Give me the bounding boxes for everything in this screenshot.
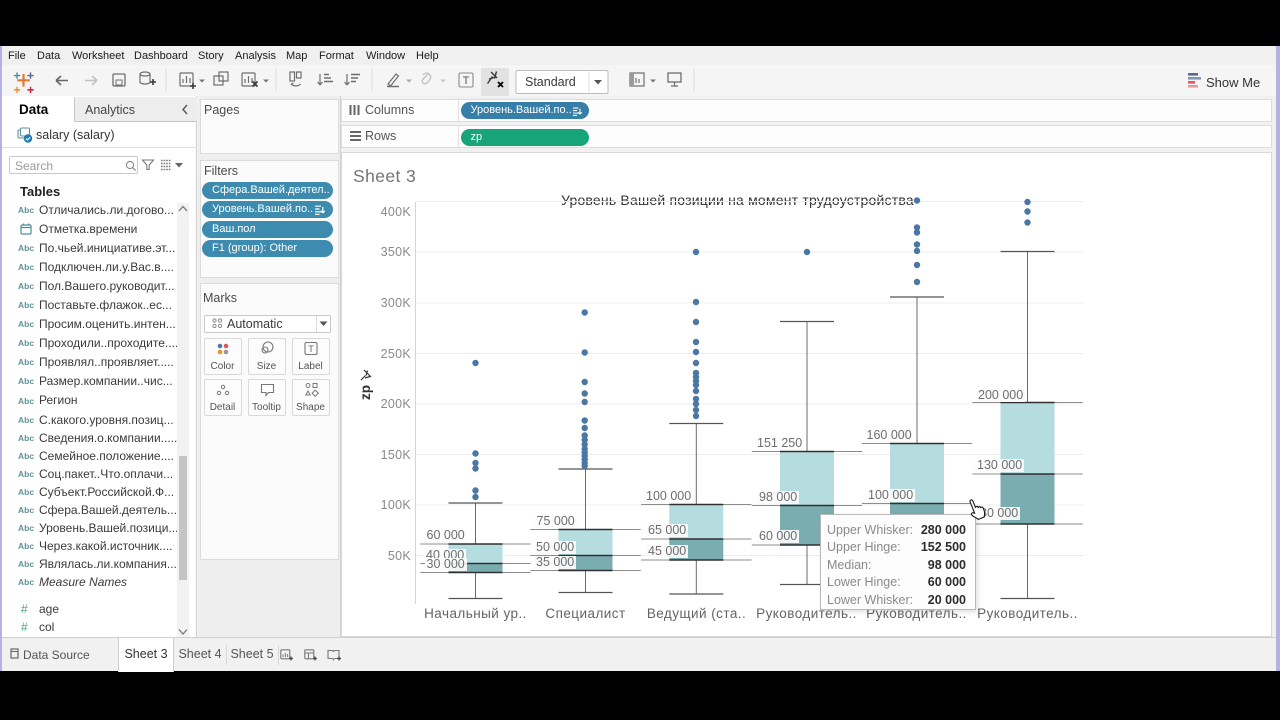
svg-text:Show Me: Show Me — [1206, 75, 1260, 90]
svg-text:T: T — [463, 75, 470, 87]
svg-text:Standard: Standard — [525, 75, 576, 89]
svg-text:T: T — [308, 344, 314, 355]
